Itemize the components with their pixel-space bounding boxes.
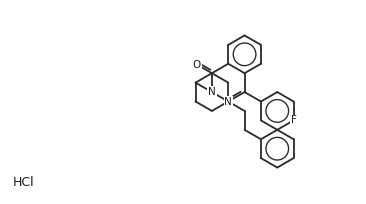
Text: N: N: [224, 96, 232, 106]
Text: N: N: [224, 96, 232, 106]
Text: F: F: [291, 115, 296, 125]
Text: O: O: [193, 60, 201, 70]
Text: HCl: HCl: [13, 176, 35, 189]
Text: N: N: [208, 87, 216, 97]
